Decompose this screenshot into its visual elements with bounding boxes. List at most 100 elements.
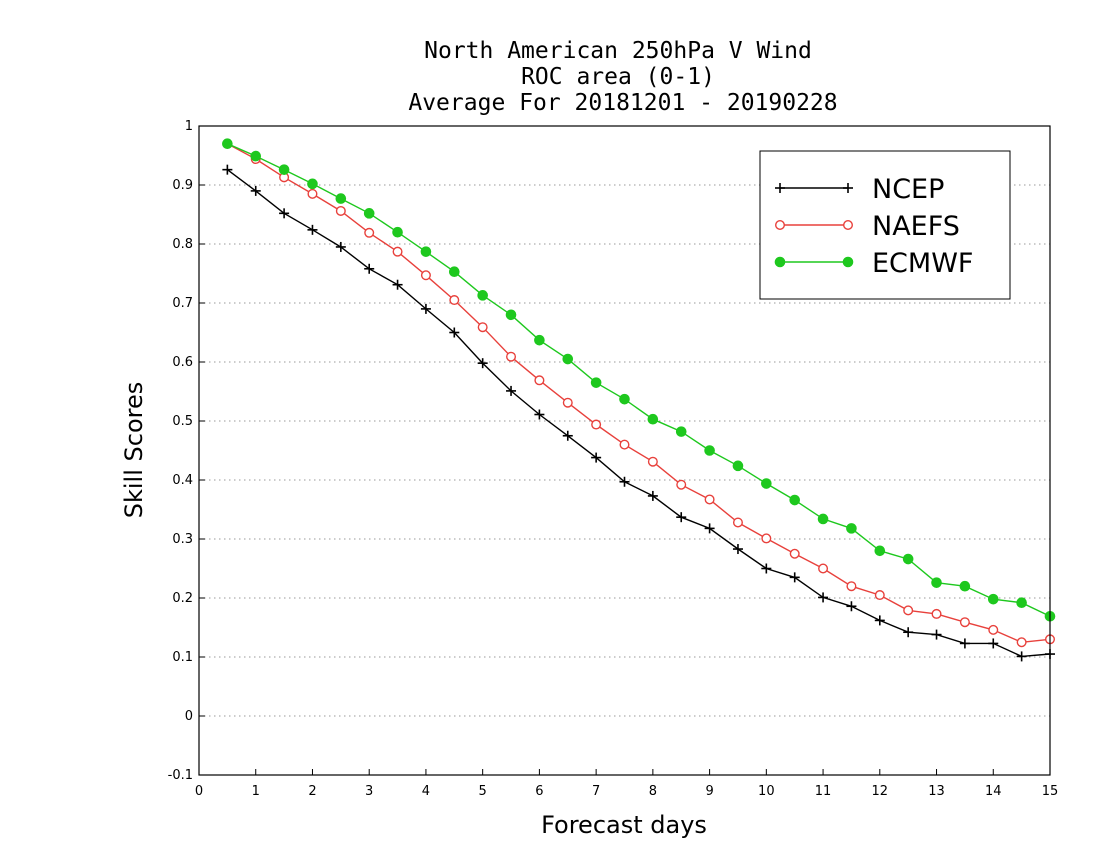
point-ncep-14 (619, 476, 630, 487)
point-ecmwf-8 (449, 266, 460, 278)
x-tick-label-3: 3 (365, 784, 373, 799)
point-ncep-6 (392, 279, 403, 290)
plot-frame (198, 125, 1051, 776)
point-naefs-16 (676, 479, 687, 490)
legend-entry-ecmwf: ECMWF (774, 248, 973, 279)
legend-marker-end-ncep (843, 183, 853, 193)
point-ecmwf-0 (222, 138, 233, 149)
legend-marker-end-ecmwf (842, 256, 854, 268)
series-ecmwf (222, 138, 1056, 622)
legend-label-ecmwf: ECMWF (872, 248, 973, 279)
point-ecmwf-24 (902, 553, 914, 565)
x-tick-label-13: 13 (928, 784, 945, 799)
point-ecmwf-20 (789, 494, 801, 506)
point-ecmwf-11 (534, 334, 545, 346)
point-ncep-23 (874, 615, 885, 626)
point-ecmwf-21 (817, 513, 829, 525)
y-tick-label--0-1: -0.1 (168, 768, 193, 783)
y-axis-title: Skill Scores (120, 382, 148, 519)
y-tick-label-0-8: 0.8 (172, 237, 193, 252)
point-naefs-18 (732, 517, 743, 528)
point-naefs-6 (392, 246, 403, 257)
point-ncep-19 (761, 563, 772, 574)
point-ecmwf-15 (647, 413, 659, 425)
point-naefs-26 (959, 617, 970, 628)
point-ncep-1 (250, 185, 261, 196)
point-ecmwf-3 (307, 178, 318, 190)
x-tick-label-1: 1 (252, 784, 260, 799)
point-ncep-10 (506, 385, 517, 396)
point-naefs-12 (562, 397, 573, 408)
point-ncep-16 (676, 512, 687, 523)
x-tick-label-2: 2 (308, 784, 316, 799)
y-tick-label-0-5: 0.5 (172, 414, 193, 429)
point-ncep-7 (420, 303, 431, 314)
point-ecmwf-18 (732, 460, 744, 472)
y-tick-label-1: 1 (185, 119, 193, 134)
legend-entry-ncep: NCEP (775, 174, 944, 205)
point-ncep-5 (364, 263, 375, 274)
point-naefs-17 (704, 494, 715, 505)
y-tick-label-0-3: 0.3 (172, 532, 193, 547)
y-tick-label-0-1: 0.1 (172, 650, 193, 665)
point-naefs-19 (761, 533, 772, 544)
point-naefs-28 (1016, 637, 1027, 648)
point-ecmwf-13 (590, 377, 602, 388)
point-ncep-27 (988, 638, 999, 649)
point-ncep-4 (335, 241, 346, 252)
chart-title-line-1: North American 250hPa V Wind (424, 38, 812, 64)
chart-title-line-2: ROC area (0-1) (521, 64, 715, 90)
point-ncep-15 (647, 490, 658, 501)
y-tick-label-0-4: 0.4 (172, 473, 193, 488)
point-ecmwf-6 (392, 226, 403, 238)
point-ncep-3 (307, 224, 318, 235)
legend-marker-start-ecmwf (774, 256, 786, 268)
x-tick-label-0: 0 (195, 784, 203, 799)
legend-marker-end-naefs (843, 219, 854, 230)
point-naefs-25 (931, 608, 942, 619)
x-tick-label-10: 10 (758, 784, 775, 799)
legend-label-naefs: NAEFS (872, 211, 960, 242)
point-ecmwf-17 (704, 445, 715, 456)
axis-ticks: -0.100.10.20.30.40.50.60.70.80.910 1 2 3 4 5 6… (168, 119, 1059, 799)
point-ecmwf-10 (505, 309, 517, 321)
point-ecmwf-26 (959, 580, 971, 592)
point-ncep-0 (222, 164, 233, 175)
point-ncep-9 (477, 358, 488, 369)
point-naefs-8 (449, 295, 460, 306)
point-naefs-23 (874, 590, 885, 601)
series-ncep (222, 164, 1055, 662)
y-tick-label-0-2: 0.2 (172, 591, 193, 606)
point-naefs-24 (903, 605, 914, 616)
point-naefs-15 (647, 456, 658, 467)
point-ecmwf-25 (931, 577, 942, 588)
point-ecmwf-5 (363, 208, 375, 219)
y-tick-label-0-9: 0.9 (172, 178, 193, 193)
x-tick-label-4: 4 (422, 784, 430, 799)
point-ncep-21 (818, 592, 829, 603)
x-tick-label-15: 15 (1042, 784, 1059, 799)
y-tick-label-0-6: 0.6 (172, 355, 193, 370)
point-ncep-2 (279, 208, 290, 219)
point-naefs-21 (818, 563, 829, 574)
point-ecmwf-12 (562, 353, 574, 365)
chart-title-line-3: Average For 20181201 - 20190228 (408, 90, 837, 116)
point-naefs-11 (534, 375, 545, 386)
legend-marker-start-ncep (775, 183, 785, 193)
point-naefs-27 (988, 624, 999, 635)
point-ecmwf-16 (675, 426, 687, 437)
point-ncep-22 (846, 601, 857, 612)
point-naefs-4 (335, 205, 346, 216)
point-naefs-7 (420, 270, 431, 281)
x-tick-label-5: 5 (479, 784, 487, 799)
legend: NCEP NAEFS ECMWF (759, 150, 1011, 300)
point-ncep-24 (903, 627, 914, 638)
point-naefs-3 (307, 188, 318, 199)
series-line-ecmwf (227, 143, 1051, 617)
point-ecmwf-14 (619, 393, 630, 405)
point-naefs-5 (364, 227, 375, 238)
point-ncep-12 (562, 430, 573, 441)
point-ncep-18 (732, 544, 743, 555)
x-tick-label-14: 14 (985, 784, 1002, 799)
